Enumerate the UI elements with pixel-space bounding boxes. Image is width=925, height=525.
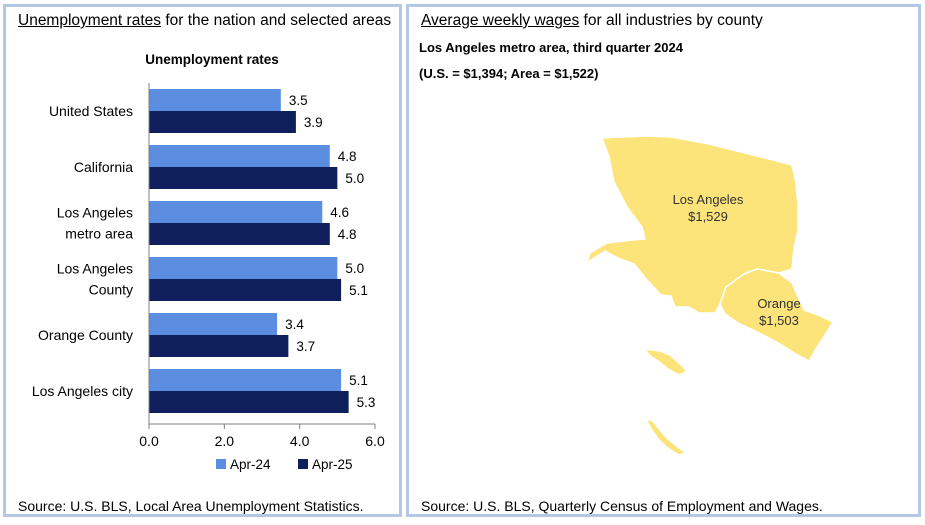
bars-layer: 3.5 3.9 4.8 5.0 4.6 4.8 5.0 5.1 3.4 3.7 5.1 5.3	[149, 89, 375, 413]
bar-value-label: 5.0	[345, 261, 364, 276]
x-axis: 0.0 2.0 4.0 6.0	[139, 83, 385, 449]
bar-value-label: 5.3	[357, 395, 376, 410]
bar-value-label: 5.1	[349, 373, 368, 388]
x-tick-label: 2.0	[215, 433, 235, 449]
wages-title-rest: for all industries by county	[579, 12, 763, 29]
category-label: County	[89, 282, 133, 298]
wages-title-link[interactable]: Average weekly wages	[421, 12, 580, 29]
unemployment-source: Source: U.S. BLS, Local Area Unemploymen…	[18, 498, 364, 514]
x-tick-label: 0.0	[139, 433, 159, 449]
bar-value-label: 5.0	[345, 171, 364, 186]
unemployment-title-rest: for the nation and selected areas	[161, 12, 392, 29]
legend-item-apr24: Apr-24	[216, 457, 271, 472]
bar-value-label: 3.4	[285, 317, 304, 332]
bar-apr-25-1	[149, 167, 338, 189]
bar-value-label: 3.7	[296, 339, 315, 354]
bar-apr-24-4	[149, 313, 278, 335]
category-label: metro area	[65, 226, 133, 242]
map-label-orange-name: Orange	[757, 296, 800, 311]
category-label: United States	[49, 103, 133, 119]
bar-apr-25-3	[149, 279, 342, 301]
bar-apr-24-0	[149, 89, 281, 111]
wages-panel-title: Average weekly wages for all industries …	[421, 12, 763, 30]
bar-apr-25-5	[149, 391, 349, 413]
legend-label-apr24: Apr-24	[230, 457, 271, 472]
bar-apr-24-1	[149, 145, 330, 167]
category-label: California	[74, 159, 133, 175]
category-label: Los Angeles	[57, 261, 133, 277]
bar-apr-25-4	[149, 335, 289, 357]
legend-swatch-apr25	[298, 459, 308, 470]
category-labels: United States California Los Angeles metro …	[32, 103, 133, 399]
wages-subtitle-area: Los Angeles metro area, third quarter 20…	[419, 40, 683, 55]
bar-apr-25-0	[149, 111, 296, 133]
bar-value-label: 3.9	[304, 115, 323, 130]
wages-source: Source: U.S. BLS, Quarterly Census of Em…	[421, 498, 823, 514]
bar-value-label: 5.1	[349, 283, 368, 298]
x-tick-label: 4.0	[290, 433, 310, 449]
bar-apr-24-3	[149, 257, 338, 279]
wages-subtitle-values: (U.S. = $1,394; Area = $1,522)	[419, 66, 599, 81]
county-map: Los Angeles $1,529 Orange $1,503	[586, 135, 834, 456]
bar-apr-24-2	[149, 201, 323, 223]
unemployment-title-link[interactable]: Unemployment rates	[18, 12, 162, 29]
wages-panel: Average weekly wages for all industries …	[406, 4, 921, 517]
map-label-la-wage: $1,529	[688, 209, 728, 224]
san-clemente-island-shape	[645, 418, 687, 456]
chart-title: Unemployment rates	[145, 52, 279, 67]
legend-label-apr25: Apr-25	[312, 457, 353, 472]
legend-swatch-apr24	[216, 459, 226, 470]
unemployment-panel-title: Unemployment rates for the nation and se…	[18, 12, 391, 30]
bar-value-label: 4.6	[330, 205, 349, 220]
unemployment-bar-chart: Unemployment rates 3.5 3.9 4.8 5.0 4.6 4.8 5.0…	[32, 52, 385, 449]
x-tick-label: 6.0	[365, 433, 385, 449]
category-label: Los Angeles	[57, 205, 133, 221]
map-label-orange-wage: $1,503	[759, 313, 799, 328]
orange-county-shape[interactable]	[719, 268, 834, 362]
legend-item-apr25: Apr-25	[298, 457, 353, 472]
bar-value-label: 3.5	[289, 93, 308, 108]
bar-value-label: 4.8	[338, 149, 357, 164]
bar-value-label: 4.8	[338, 227, 357, 242]
category-label: Los Angeles city	[32, 383, 133, 399]
bar-apr-24-5	[149, 369, 342, 391]
category-label: Orange County	[38, 327, 133, 343]
unemployment-panel: Unemployment rates for the nation and se…	[3, 4, 402, 517]
los-angeles-county-shape[interactable]	[586, 135, 799, 314]
chart-legend: Apr-24 Apr-25	[6, 457, 405, 477]
map-label-la-name: Los Angeles	[673, 192, 744, 207]
catalina-island-shape	[644, 348, 688, 376]
bar-apr-25-2	[149, 223, 330, 245]
